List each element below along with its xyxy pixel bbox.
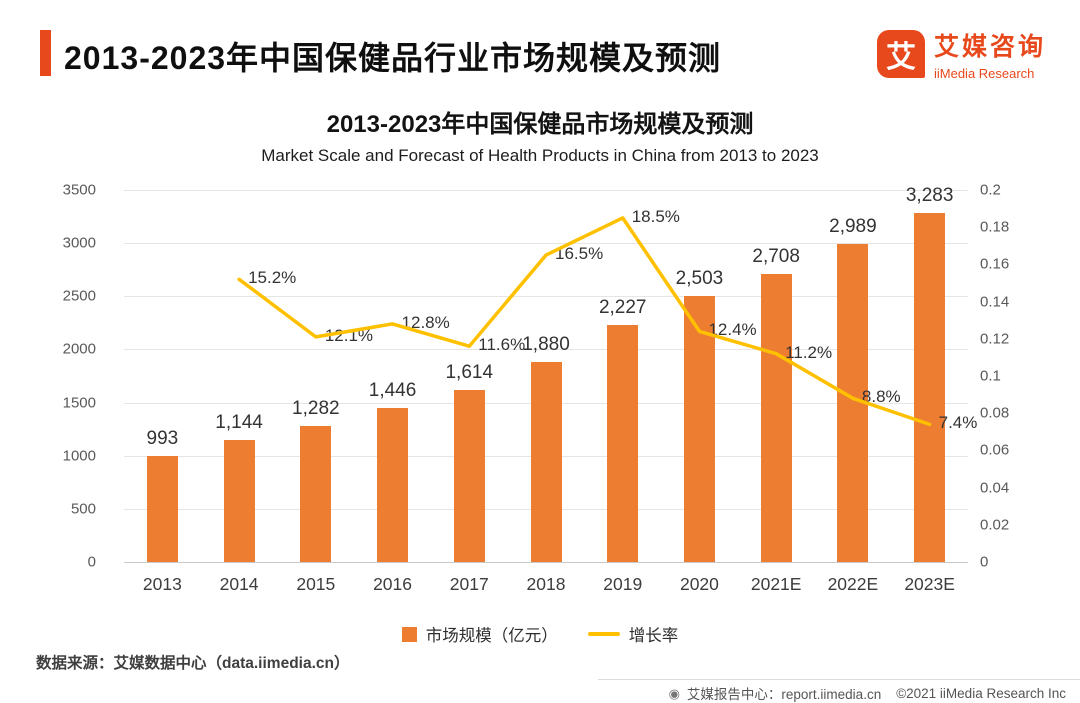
legend-item: 增长率 [587, 622, 679, 646]
x-axis-label: 2023E [904, 574, 955, 594]
bar-value-label: 2,708 [752, 246, 800, 268]
x-axis-label: 2022E [827, 574, 879, 594]
left-axis: 3500 3000 2500 2000 1500 1000 500 0 [30, 182, 110, 571]
footer-copyright: ©2021 iiMedia Research Inc [896, 685, 1066, 701]
x-axis-label: 2017 [449, 574, 489, 594]
bar-value-label: 3,283 [905, 185, 954, 207]
plot-area: 993 1,144 1,282 1,446 1,614 1,880 2,227 2,503 2,… [124, 185, 977, 563]
data-source: 数据来源：艾媒数据中心（data.iimedia.cn） [36, 655, 350, 672]
iimedia-logo: 艾 艾媒咨询 iiMedia Research [876, 27, 1046, 81]
left-axis-tick: 2000 [62, 340, 96, 358]
bar-value-label: 993 [146, 428, 179, 450]
right-axis: 0.2 0.18 0.16 0.14 0.12 0.1 0.08 0.06 0.04 0.02 0 [976, 182, 1046, 571]
bar [453, 390, 485, 562]
growth-rate-label: 12.8% [401, 312, 450, 332]
right-axis-tick: 0.08 [980, 404, 1010, 422]
bar-value-label: 1,614 [445, 362, 494, 384]
x-axis-label: 2018 [526, 574, 566, 594]
logo-subname: iiMedia Research [933, 66, 1035, 81]
bar [300, 425, 332, 562]
growth-rate-label: 18.5% [631, 206, 680, 226]
x-axis-label: 2020 [679, 574, 719, 594]
left-axis-tick: 1500 [62, 394, 96, 412]
growth-rate-label: 11.6% [478, 335, 526, 355]
x-axis-label: 2013 [142, 574, 182, 594]
bar-value-label: 1,282 [292, 397, 340, 419]
bar [683, 295, 715, 562]
left-axis-tick: 1000 [62, 447, 96, 465]
footer-report-text: 艾媒报告中心：report.iimedia.cn [686, 687, 882, 702]
right-axis-tick: 0.06 [980, 441, 1010, 459]
left-axis-tick: 3000 [62, 234, 96, 252]
bar [223, 440, 255, 562]
page-title: 2013-2023年中国保健品行业市场规模及预测 [64, 40, 722, 76]
gridline [124, 562, 968, 563]
chart-subtitle: Market Scale and Forecast of Health Prod… [261, 146, 819, 165]
bar [146, 456, 178, 562]
bar-value-label: 1,880 [522, 334, 570, 356]
x-axis: 2013 2014 2015 2016 2017 2018 2019 2020 2021E 202… [124, 574, 968, 600]
x-axis-label: 2015 [296, 574, 336, 594]
left-axis-tick: 2500 [62, 287, 96, 305]
x-axis-label: 2014 [219, 574, 259, 594]
title-accent-bar [40, 30, 51, 76]
gridline [124, 349, 968, 351]
gridline [124, 243, 968, 245]
right-axis-tick: 0.18 [980, 218, 1010, 236]
bar [377, 408, 409, 562]
left-axis-tick: 0 [87, 553, 96, 571]
legend-bar-swatch [401, 626, 417, 642]
right-axis-tick: 0.1 [980, 367, 1001, 385]
legend-label: 增长率 [628, 627, 679, 645]
footer: ◉ 艾媒报告中心：report.iimedia.cn ©2021 iiMedia… [669, 683, 1066, 703]
right-axis-tick: 0.04 [980, 479, 1010, 497]
bar-value-label: 1,446 [368, 380, 417, 402]
bar [530, 362, 562, 562]
x-axis-label: 2016 [373, 574, 412, 594]
growth-rate-label: 16.5% [555, 244, 604, 264]
x-axis-label: 2019 [603, 574, 643, 594]
bar-value-label: 2,227 [598, 297, 647, 319]
gridline [124, 296, 968, 298]
left-axis-tick: 3500 [62, 181, 96, 199]
growth-rate-label: 11.2% [785, 342, 833, 362]
growth-rate-label: 15.2% [248, 268, 297, 288]
right-axis-tick: 0.02 [980, 516, 1010, 534]
iimedia-logo-icon: 艾 [876, 30, 925, 78]
report-center-icon: ◉ [668, 685, 680, 701]
legend-item: 市场规模（亿元） [401, 622, 558, 646]
right-axis-tick: 0.12 [980, 330, 1010, 348]
growth-rate-label: 8.8% [861, 387, 901, 407]
right-axis-tick: 0 [980, 553, 989, 571]
gridline [124, 190, 968, 191]
legend: 市场规模（亿元） 增长率 [0, 622, 1080, 646]
bar-value-label: 2,503 [675, 267, 724, 289]
growth-rate-label: 7.4% [938, 413, 978, 433]
right-axis-tick: 0.14 [980, 293, 1010, 311]
bar [607, 325, 639, 562]
x-axis-label: 2021E [750, 574, 802, 594]
logo-text: 艾媒咨询 iiMedia Research [934, 27, 1046, 81]
growth-line [237, 216, 932, 427]
legend-label: 市场规模（亿元） [425, 627, 558, 645]
bar [914, 213, 946, 562]
bar-value-label: 1,144 [215, 412, 263, 434]
legend-line-swatch [587, 632, 620, 636]
footer-divider [598, 679, 1080, 680]
left-axis-tick: 500 [70, 500, 96, 518]
logo-name: 艾媒咨询 [933, 33, 1046, 61]
right-axis-tick: 0.2 [980, 181, 1001, 199]
bar [760, 274, 792, 562]
right-axis-tick: 0.16 [980, 255, 1010, 273]
bar-value-label: 2,989 [829, 216, 877, 238]
chart-title: 2013-2023年中国保健品市场规模及预测 [326, 111, 754, 138]
growth-rate-label: 12.4% [708, 320, 757, 340]
